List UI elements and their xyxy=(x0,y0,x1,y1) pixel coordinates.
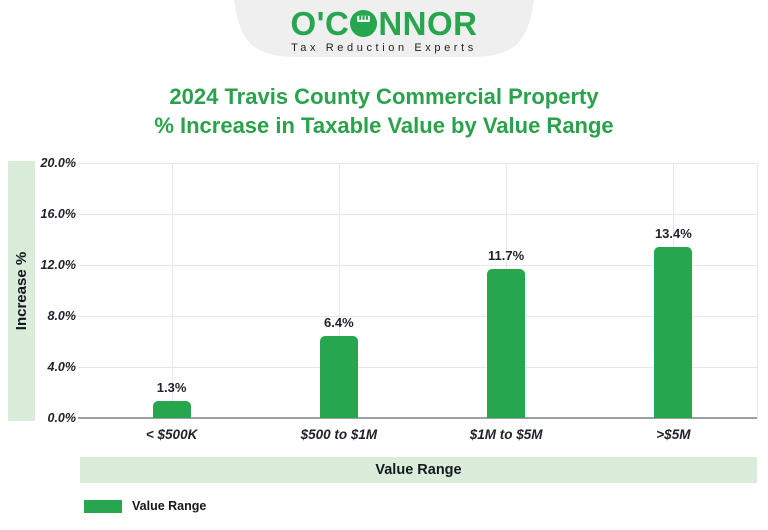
v-gridline xyxy=(171,163,173,418)
x-axis-title: Value Range xyxy=(375,462,462,478)
bar-value-label: 11.7% xyxy=(488,247,525,263)
chart-title: 2024 Travis County Commercial Property %… xyxy=(0,82,768,140)
x-tick-label: $500 to $1M xyxy=(300,427,378,442)
legend-swatch xyxy=(84,500,122,513)
h-gridline xyxy=(78,316,757,317)
bar xyxy=(319,336,358,418)
logo-text-right: NNOR xyxy=(378,5,478,42)
legend-label: Value Range xyxy=(132,499,207,513)
x-axis-title-band: Value Range xyxy=(80,457,757,483)
y-tick-label: 16.0% xyxy=(40,207,76,221)
y-tick-label: 0.0% xyxy=(47,411,77,425)
zero-gridline xyxy=(78,417,757,419)
y-tick-label: 20.0% xyxy=(40,156,76,170)
h-gridline xyxy=(78,163,757,164)
bar-value-label: 6.4% xyxy=(324,315,354,331)
chart-title-line2: % Increase in Taxable Value by Value Ran… xyxy=(154,113,614,138)
brand-tagline: Tax Reduction Experts xyxy=(291,42,477,54)
bar xyxy=(487,268,526,418)
logo-o-icon xyxy=(350,9,378,38)
y-axis-title-band xyxy=(8,161,35,421)
logo-text-left: O'C xyxy=(290,5,350,42)
header-badge-shape xyxy=(234,0,534,57)
y-tick-label: 8.0% xyxy=(47,309,77,323)
bar-value-label: 13.4% xyxy=(654,226,692,242)
h-gridline xyxy=(78,265,757,266)
bar-value-label: 1.3% xyxy=(156,380,187,396)
x-tick-label: >$5M xyxy=(656,427,691,442)
v-gridline xyxy=(338,163,340,418)
plot-right-border xyxy=(757,163,758,418)
bar xyxy=(654,247,693,418)
brand-logo: O'C NNOR xyxy=(0,6,768,42)
h-gridline xyxy=(78,367,757,368)
y-tick-label: 12.0% xyxy=(40,258,76,272)
y-tick-label: 4.0% xyxy=(47,360,77,374)
bar xyxy=(152,401,191,418)
chart-title-line1: 2024 Travis County Commercial Property xyxy=(169,84,599,109)
h-gridline xyxy=(78,214,757,215)
x-tick-label: $1M to $5M xyxy=(469,427,543,442)
x-tick-label: < $500K xyxy=(145,427,198,442)
